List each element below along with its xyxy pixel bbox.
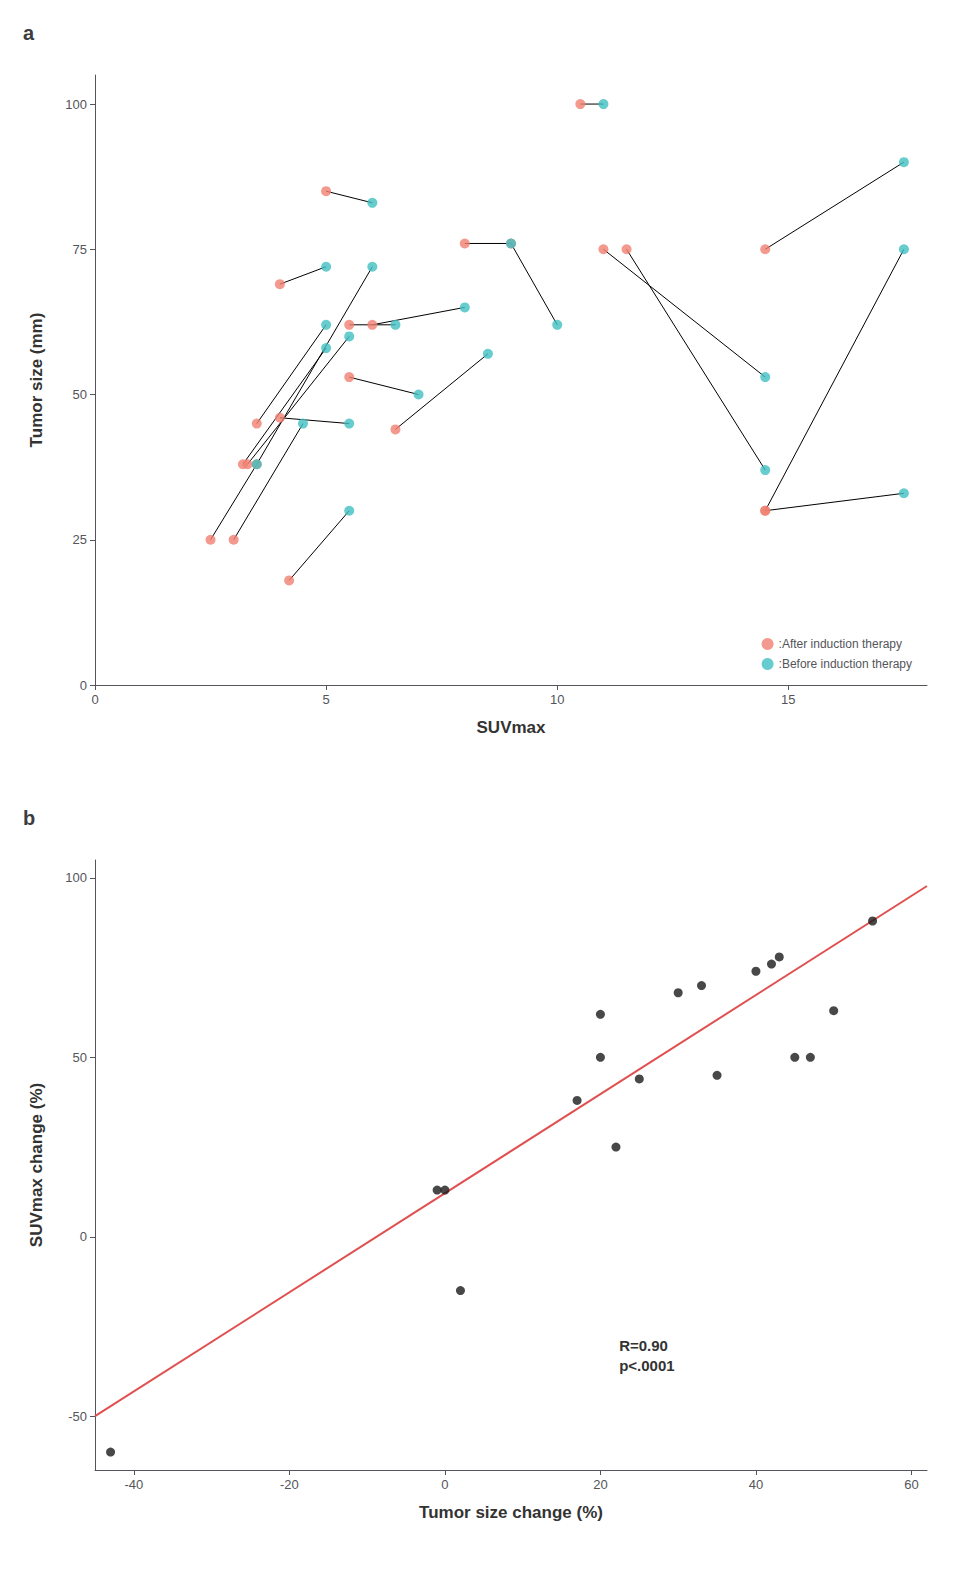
svg-text:SUVmax: SUVmax <box>477 718 547 737</box>
svg-text:5: 5 <box>322 692 329 707</box>
svg-text:40: 40 <box>749 1477 763 1492</box>
svg-text:25: 25 <box>73 532 87 547</box>
svg-text:100: 100 <box>65 97 87 112</box>
svg-text:0: 0 <box>80 1229 87 1244</box>
svg-text:Tumor size (mm): Tumor size (mm) <box>27 313 46 448</box>
svg-text:a: a <box>23 22 35 44</box>
svg-text:50: 50 <box>73 387 87 402</box>
svg-text:b: b <box>23 807 35 829</box>
svg-text:10: 10 <box>550 692 564 707</box>
svg-text:20: 20 <box>593 1477 607 1492</box>
svg-text:p<.0001: p<.0001 <box>619 1357 674 1374</box>
svg-text::After induction therapy: :After induction therapy <box>779 637 902 651</box>
svg-text:100: 100 <box>65 870 87 885</box>
svg-text:60: 60 <box>904 1477 918 1492</box>
svg-text:R=0.90: R=0.90 <box>619 1337 668 1354</box>
svg-text:0: 0 <box>80 678 87 693</box>
svg-text:SUVmax change (%): SUVmax change (%) <box>27 1083 46 1247</box>
svg-text:75: 75 <box>73 242 87 257</box>
svg-text:Tumor size change (%): Tumor size change (%) <box>419 1503 603 1522</box>
svg-text::Before induction therapy: :Before induction therapy <box>779 657 912 671</box>
svg-text:-40: -40 <box>124 1477 143 1492</box>
svg-text:-50: -50 <box>68 1409 87 1424</box>
svg-text:50: 50 <box>73 1050 87 1065</box>
svg-text:0: 0 <box>91 692 98 707</box>
svg-text:-20: -20 <box>280 1477 299 1492</box>
svg-text:15: 15 <box>781 692 795 707</box>
svg-text:0: 0 <box>441 1477 448 1492</box>
